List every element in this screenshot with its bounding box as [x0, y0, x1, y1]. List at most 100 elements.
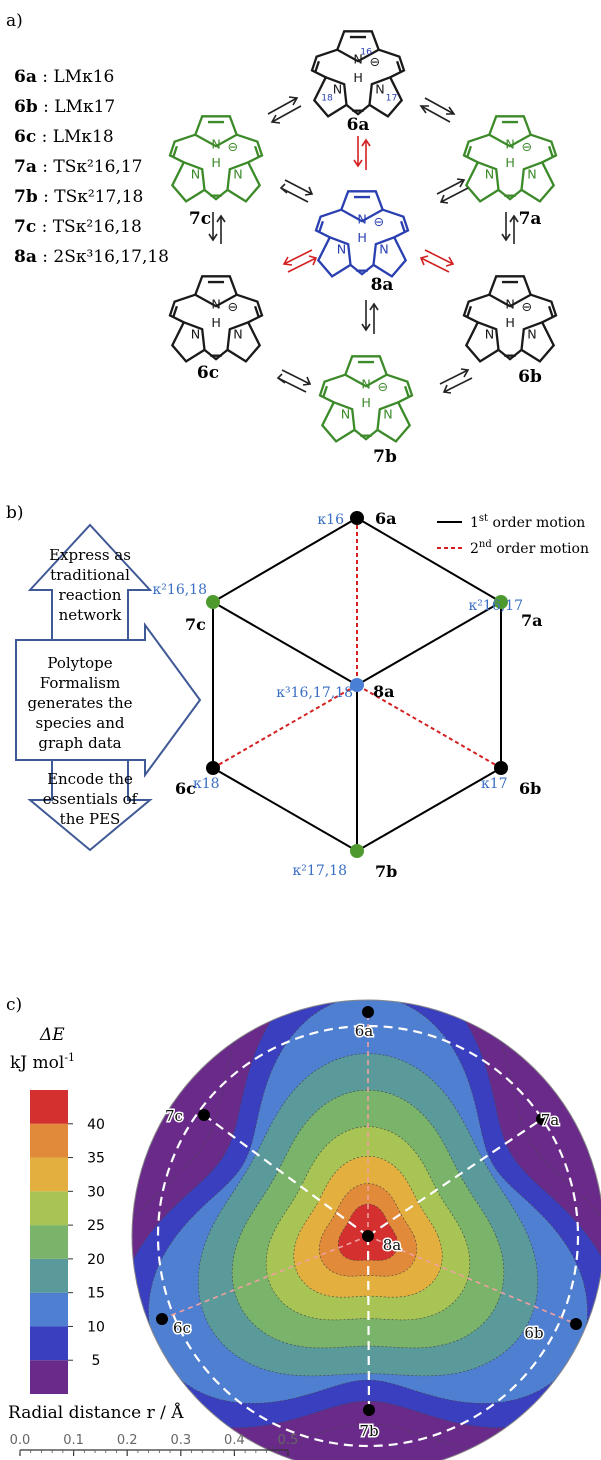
graph-node-kappa-8a: κ³16,17,18	[276, 685, 353, 701]
pes-point-6c	[156, 1313, 168, 1325]
pes-point-label-7c: 7c	[165, 1107, 183, 1125]
atom-H-6c: H	[211, 315, 221, 330]
pes-point-7a	[536, 1113, 548, 1125]
workflow-text-0-3: network	[59, 606, 123, 624]
atom-H-7c: H	[211, 155, 221, 170]
atom-number-16: 16	[360, 46, 372, 57]
atom-H-8a: H	[357, 230, 367, 245]
legend-a-entry-6a: 6a : LMκ16	[14, 67, 114, 87]
colorbar-band-2	[30, 1292, 68, 1327]
radial-scale: Radial distance r / Å 0.0 0.1 0.2 0.3 0.4 0.5	[8, 1402, 298, 1456]
atom-H-6b: H	[505, 315, 515, 330]
atom-N-6c: N	[211, 297, 220, 312]
graph-node-kappa-7b: κ²17,18	[293, 863, 347, 879]
eq-arrow-6c-7b	[276, 369, 312, 393]
colorbar-tick-label: 10	[87, 1319, 105, 1335]
legend-a-entry-7b: 7b : TSκ²17,18	[14, 187, 143, 207]
workflow-text-0-0: Express as	[49, 546, 131, 564]
eq-arrow-7c-8a	[279, 179, 314, 203]
molecule-7c: NHN N⊖	[168, 115, 264, 203]
pes-point-7c	[198, 1109, 210, 1121]
charge-icon-6c: ⊖	[228, 299, 239, 314]
charge-icon-8a: ⊖	[374, 214, 385, 229]
pes-border	[131, 999, 601, 1460]
atom-N-left-6c: N	[191, 326, 200, 341]
pes-point-label-8a: 8a	[383, 1236, 402, 1254]
pes-path-7c	[203, 1114, 369, 1237]
colorbar: ΔE kJ mol-1 5 10 15 20 25 30 35 40	[10, 1025, 105, 1394]
atom-N-right-7c: N	[233, 166, 242, 181]
pes-contour-plot: 6a 7a 6b 7b 6c 7c 8a	[131, 999, 601, 1460]
colorbar-tick-label: 40	[87, 1117, 105, 1133]
workflow-text-2-1: essentials of	[43, 790, 139, 808]
edge-first-7c-6a	[212, 517, 358, 603]
charge-icon-7c: ⊖	[228, 139, 239, 154]
colorbar-band-0	[30, 1360, 68, 1394]
eq-arrow-8a-7b	[361, 300, 379, 334]
colorbar-tick-label: 35	[87, 1151, 105, 1167]
panel-label-c: c)	[6, 995, 22, 1015]
graph-node-kappa-7c: κ²16,18	[153, 582, 207, 598]
pes-path-6b	[367, 1235, 577, 1325]
molecule-label-6b: 6b	[518, 367, 542, 387]
atom-number-18: 18	[321, 92, 333, 103]
graph-node-6c	[206, 761, 220, 775]
molecule-label-7a: 7a	[519, 209, 542, 229]
atom-N-6b: N	[505, 297, 514, 312]
radial-scale-title: Radial distance r / Å	[8, 1402, 184, 1423]
workflow-text-2-2: the PES	[60, 810, 121, 828]
workflow-text-1-0: Polytope	[47, 654, 112, 672]
graph-node-7b	[350, 844, 364, 858]
edge-first-7c-8a	[212, 601, 358, 686]
atom-N-8a: N	[357, 212, 366, 227]
charge-icon-7a: ⊖	[522, 139, 533, 154]
molecule-label-7c: 7c	[189, 209, 211, 229]
atom-N-left-7c: N	[191, 166, 200, 181]
workflow-text-0-2: reaction	[59, 586, 122, 604]
scale-tick-label: 0.4	[224, 1433, 245, 1448]
legend-a-entry-7a: 7a : TSκ²16,17	[14, 157, 142, 177]
eq-arrow-7a-6b	[501, 212, 519, 244]
eq-arrow-7a-8a	[436, 178, 469, 204]
graph-node-kappa-6a: κ16	[317, 512, 344, 528]
colorbar-band-3	[30, 1258, 68, 1293]
graph-node-label-6b: 6b	[519, 779, 541, 798]
colorbar-band-1	[30, 1326, 68, 1361]
colorbar-unit: kJ mol-1	[10, 1051, 75, 1073]
workflow-text-1-3: species and	[36, 714, 125, 732]
panel-label-b: b)	[6, 503, 24, 523]
atom-N-left-6a: N	[333, 81, 342, 96]
colorbar-tick-label: 15	[87, 1286, 105, 1302]
atom-N-left-7a: N	[485, 166, 494, 181]
graph-node-kappa-7a: κ²16,17	[469, 598, 523, 614]
scale-tick-label: 0.5	[278, 1433, 299, 1448]
atom-N-7c: N	[211, 137, 220, 152]
atom-N-right-6c: N	[233, 326, 242, 341]
workflow-text-0-1: traditional	[50, 566, 130, 584]
legend-first-label: 1st order motion	[470, 513, 585, 531]
edge-first-7a-8a	[356, 601, 502, 686]
graph-node-kappa-6b: κ17	[481, 776, 508, 792]
scale-tick-label: 0.0	[10, 1433, 31, 1448]
graph-node-6a	[350, 511, 364, 525]
edge-first-7b-6c	[212, 767, 358, 852]
molecule-7b: NHN N⊖	[318, 355, 414, 443]
equilibrium-arrows	[208, 96, 519, 394]
pes-path-6c	[161, 1235, 369, 1320]
graph-node-8a	[350, 678, 364, 692]
charge-icon-7b: ⊖	[378, 379, 389, 394]
atom-N-right-8a: N	[379, 241, 388, 256]
molecule-label-6c: 6c	[197, 363, 219, 383]
legend-a-entry-6c: 6c : LMκ18	[14, 127, 114, 147]
pes-point-8a	[362, 1230, 374, 1242]
workflow-text-1-4: graph data	[38, 734, 121, 752]
legend-a-entry-7c: 7c : TSκ²16,18	[14, 217, 142, 237]
atom-N-right-6b: N	[527, 326, 536, 341]
workflow-text-2-0: Encode the	[47, 770, 133, 788]
colorbar-band-5	[30, 1191, 68, 1226]
workflow-arrows: Express as traditional reaction network Poly…	[15, 523, 202, 852]
atom-N-right-7a: N	[527, 166, 536, 181]
